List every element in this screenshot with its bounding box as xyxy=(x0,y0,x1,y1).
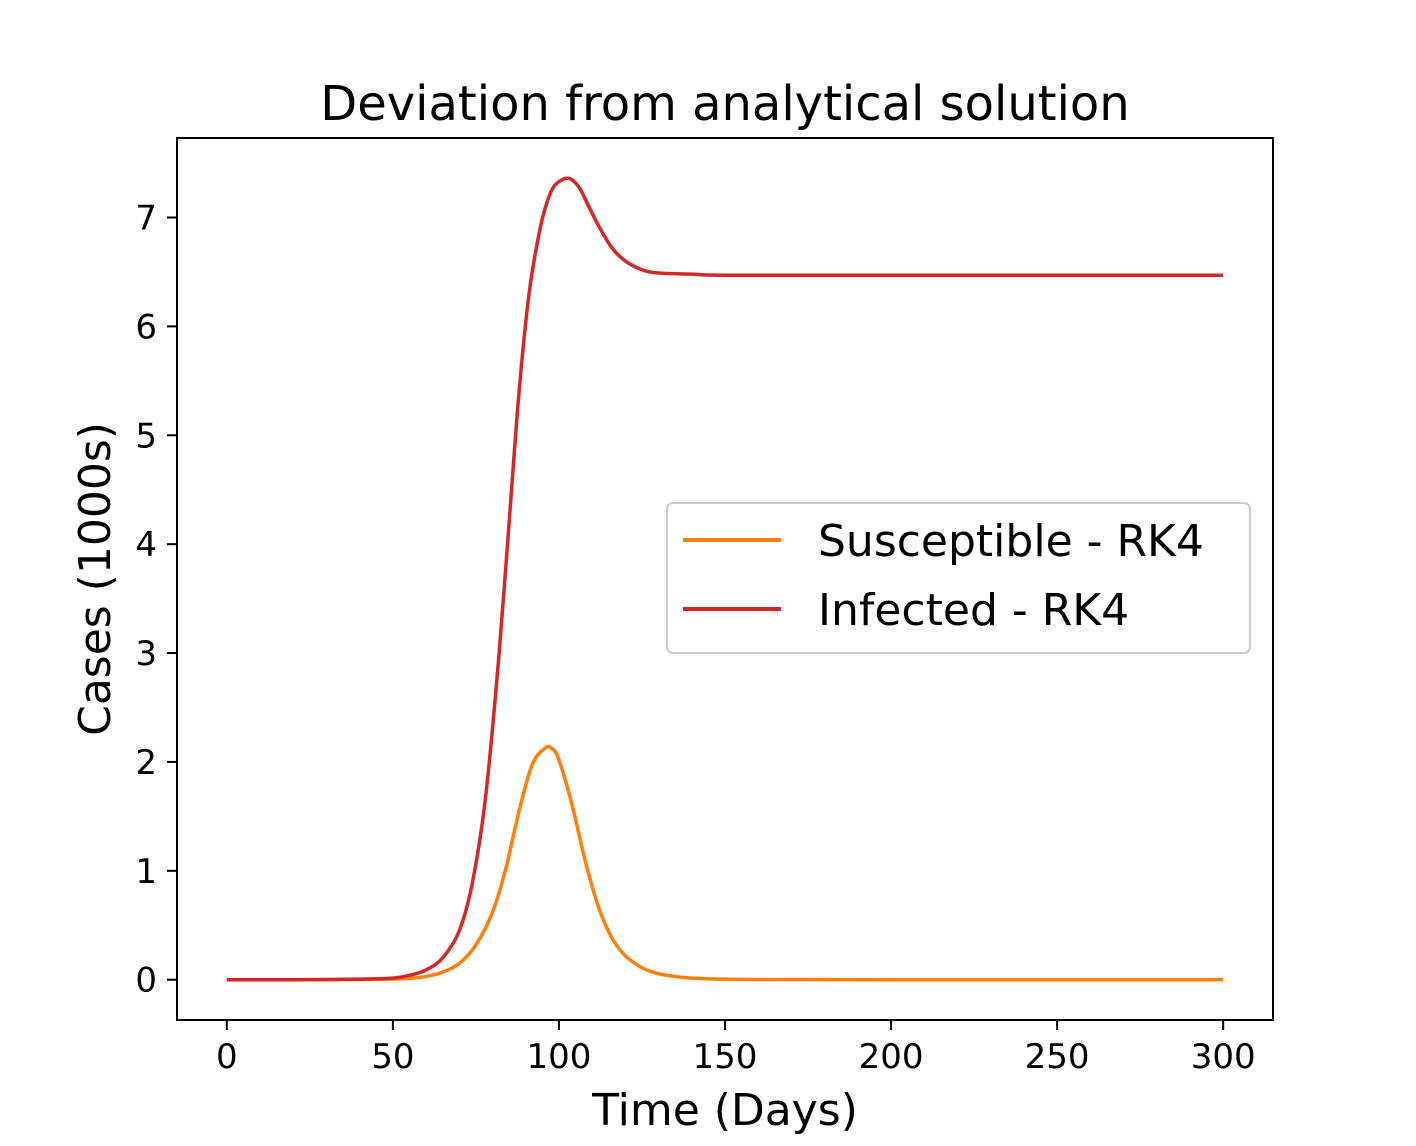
y-tick-label: 6 xyxy=(135,307,157,347)
y-tick-label: 4 xyxy=(135,525,157,565)
x-tick-label: 100 xyxy=(526,1037,591,1077)
chart-title: Deviation from analytical solution xyxy=(320,76,1129,132)
legend-label-susceptible: Susceptible - RK4 xyxy=(818,516,1204,567)
y-tick-label: 2 xyxy=(135,743,157,783)
plot-lines xyxy=(226,176,1224,982)
x-axis-label: Time (Days) xyxy=(591,1085,858,1136)
x-tick-label: 250 xyxy=(1025,1037,1090,1077)
legend-label-infected: Infected - RK4 xyxy=(818,585,1129,636)
y-tick-label: 1 xyxy=(135,852,157,892)
legend-box xyxy=(666,502,1251,654)
x-axis-ticks: 0 50 100 150 200 250 300 xyxy=(216,1020,1256,1077)
y-tick-label: 3 xyxy=(135,634,157,674)
x-tick-label: 150 xyxy=(693,1037,758,1077)
legend: Susceptible - RK4 Infected - RK4 xyxy=(666,502,1251,654)
y-tick-label: 5 xyxy=(135,416,157,456)
x-tick-label: 300 xyxy=(1191,1037,1256,1077)
y-tick-label: 7 xyxy=(135,198,157,238)
x-tick-label: 200 xyxy=(859,1037,924,1077)
series-line-susceptible xyxy=(226,744,1224,982)
series-line-infected xyxy=(226,176,1224,982)
y-axis-ticks: 0 1 2 3 4 5 6 7 xyxy=(135,198,177,1001)
y-tick-label: 0 xyxy=(135,961,157,1001)
x-tick-label: 0 xyxy=(216,1037,238,1077)
x-tick-label: 50 xyxy=(371,1037,414,1077)
y-axis-label: Cases (1000s) xyxy=(70,422,121,736)
